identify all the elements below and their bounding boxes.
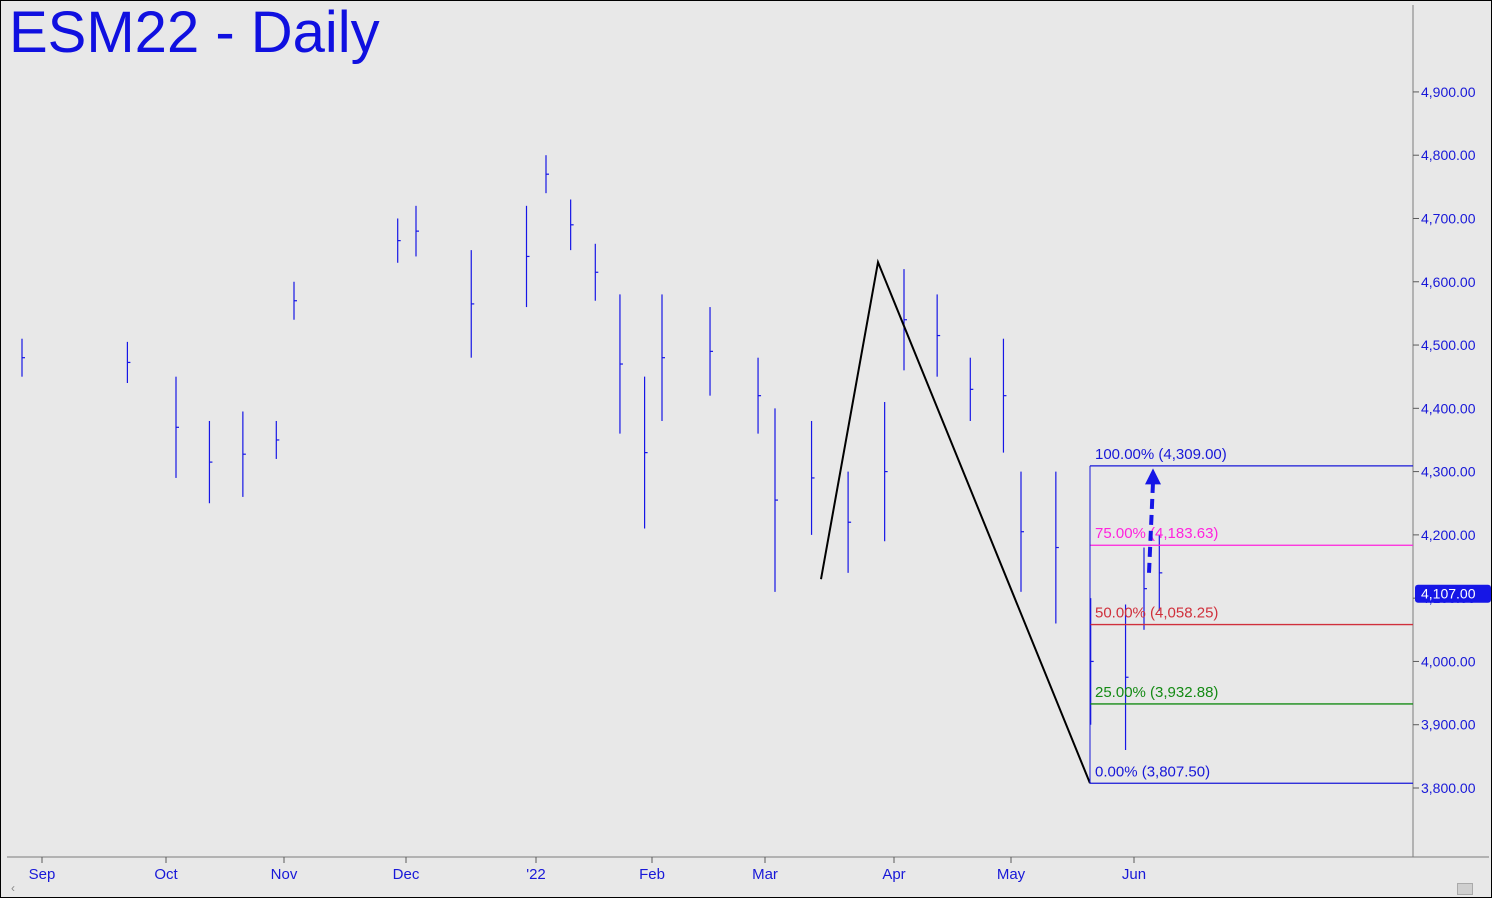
price-bar (936, 294, 941, 377)
price-bar (242, 411, 246, 497)
y-tick-label: 4,500.00 (1421, 337, 1476, 353)
price-bar (470, 250, 475, 358)
price-bar (208, 420, 213, 504)
x-tick-label: Sep (29, 866, 56, 883)
last-price-label: 4,107.00 (1421, 586, 1476, 602)
fib-level-label: 25.00% (3,932.88) (1095, 684, 1218, 701)
price-bar (1124, 604, 1129, 751)
y-tick-label: 4,800.00 (1421, 147, 1476, 163)
price-bar (774, 408, 778, 592)
price-bar (594, 243, 599, 301)
x-tick-label: Feb (639, 866, 665, 883)
y-tick-label: 4,200.00 (1421, 527, 1476, 543)
x-tick-label: May (997, 866, 1026, 883)
swing-line (820, 258, 1091, 784)
price-bar (709, 307, 714, 396)
fib-level-label: 50.00% (4,058.25) (1095, 605, 1218, 622)
price-bar (1143, 547, 1147, 630)
price-bar (415, 205, 419, 257)
price-bar (1002, 338, 1007, 453)
price-bar (175, 376, 179, 478)
price-bar (810, 420, 815, 535)
y-tick-label: 4,900.00 (1421, 84, 1476, 100)
price-bar (126, 341, 131, 384)
y-tick-label: 4,000.00 (1421, 653, 1476, 669)
x-tick-label: Mar (752, 866, 778, 883)
price-bar (570, 199, 574, 251)
price-bar (619, 294, 623, 434)
price-bar (1090, 598, 1094, 725)
price-bar (525, 205, 530, 308)
price-bar (847, 471, 852, 573)
price-bar (1020, 471, 1024, 592)
fib-level-label: 0.00% (3,807.50) (1095, 763, 1210, 780)
scroll-left-icon[interactable]: ‹ (11, 881, 15, 895)
y-tick-label: 3,900.00 (1421, 717, 1476, 733)
horizontal-scrollbar[interactable]: ‹ (7, 881, 1487, 895)
price-bar (643, 376, 648, 529)
x-tick-label: '22 (526, 866, 546, 883)
scroll-thumb[interactable] (1457, 883, 1473, 895)
x-tick-label: Oct (154, 866, 178, 883)
price-bar (275, 420, 280, 459)
x-tick-label: Dec (393, 866, 420, 883)
chart-title: ESM22 - Daily (9, 0, 380, 65)
y-tick-label: 4,700.00 (1421, 210, 1476, 226)
fib-level-label: 75.00% (4,183.63) (1095, 525, 1218, 542)
price-bar (1055, 471, 1059, 624)
y-tick-label: 3,800.00 (1421, 780, 1476, 796)
target-arrow-head (1145, 468, 1161, 485)
x-tick-label: Apr (882, 866, 905, 883)
price-bar (884, 401, 888, 542)
price-bar (969, 357, 974, 421)
price-bar (903, 269, 907, 371)
y-tick-label: 4,400.00 (1421, 400, 1476, 416)
x-tick-label: Nov (271, 866, 298, 883)
price-bar (21, 338, 25, 377)
price-bar (293, 281, 297, 320)
y-tick-label: 4,300.00 (1421, 464, 1476, 480)
fib-level-label: 100.00% (4,309.00) (1095, 446, 1227, 463)
last-price-badge (1415, 584, 1491, 603)
x-tick-label: Jun (1122, 866, 1146, 883)
price-bar (545, 155, 549, 194)
price-bar (397, 218, 401, 263)
price-bar (661, 294, 665, 421)
price-bar (1158, 534, 1163, 611)
y-tick-label: 4,600.00 (1421, 274, 1476, 290)
price-bar (757, 357, 762, 434)
